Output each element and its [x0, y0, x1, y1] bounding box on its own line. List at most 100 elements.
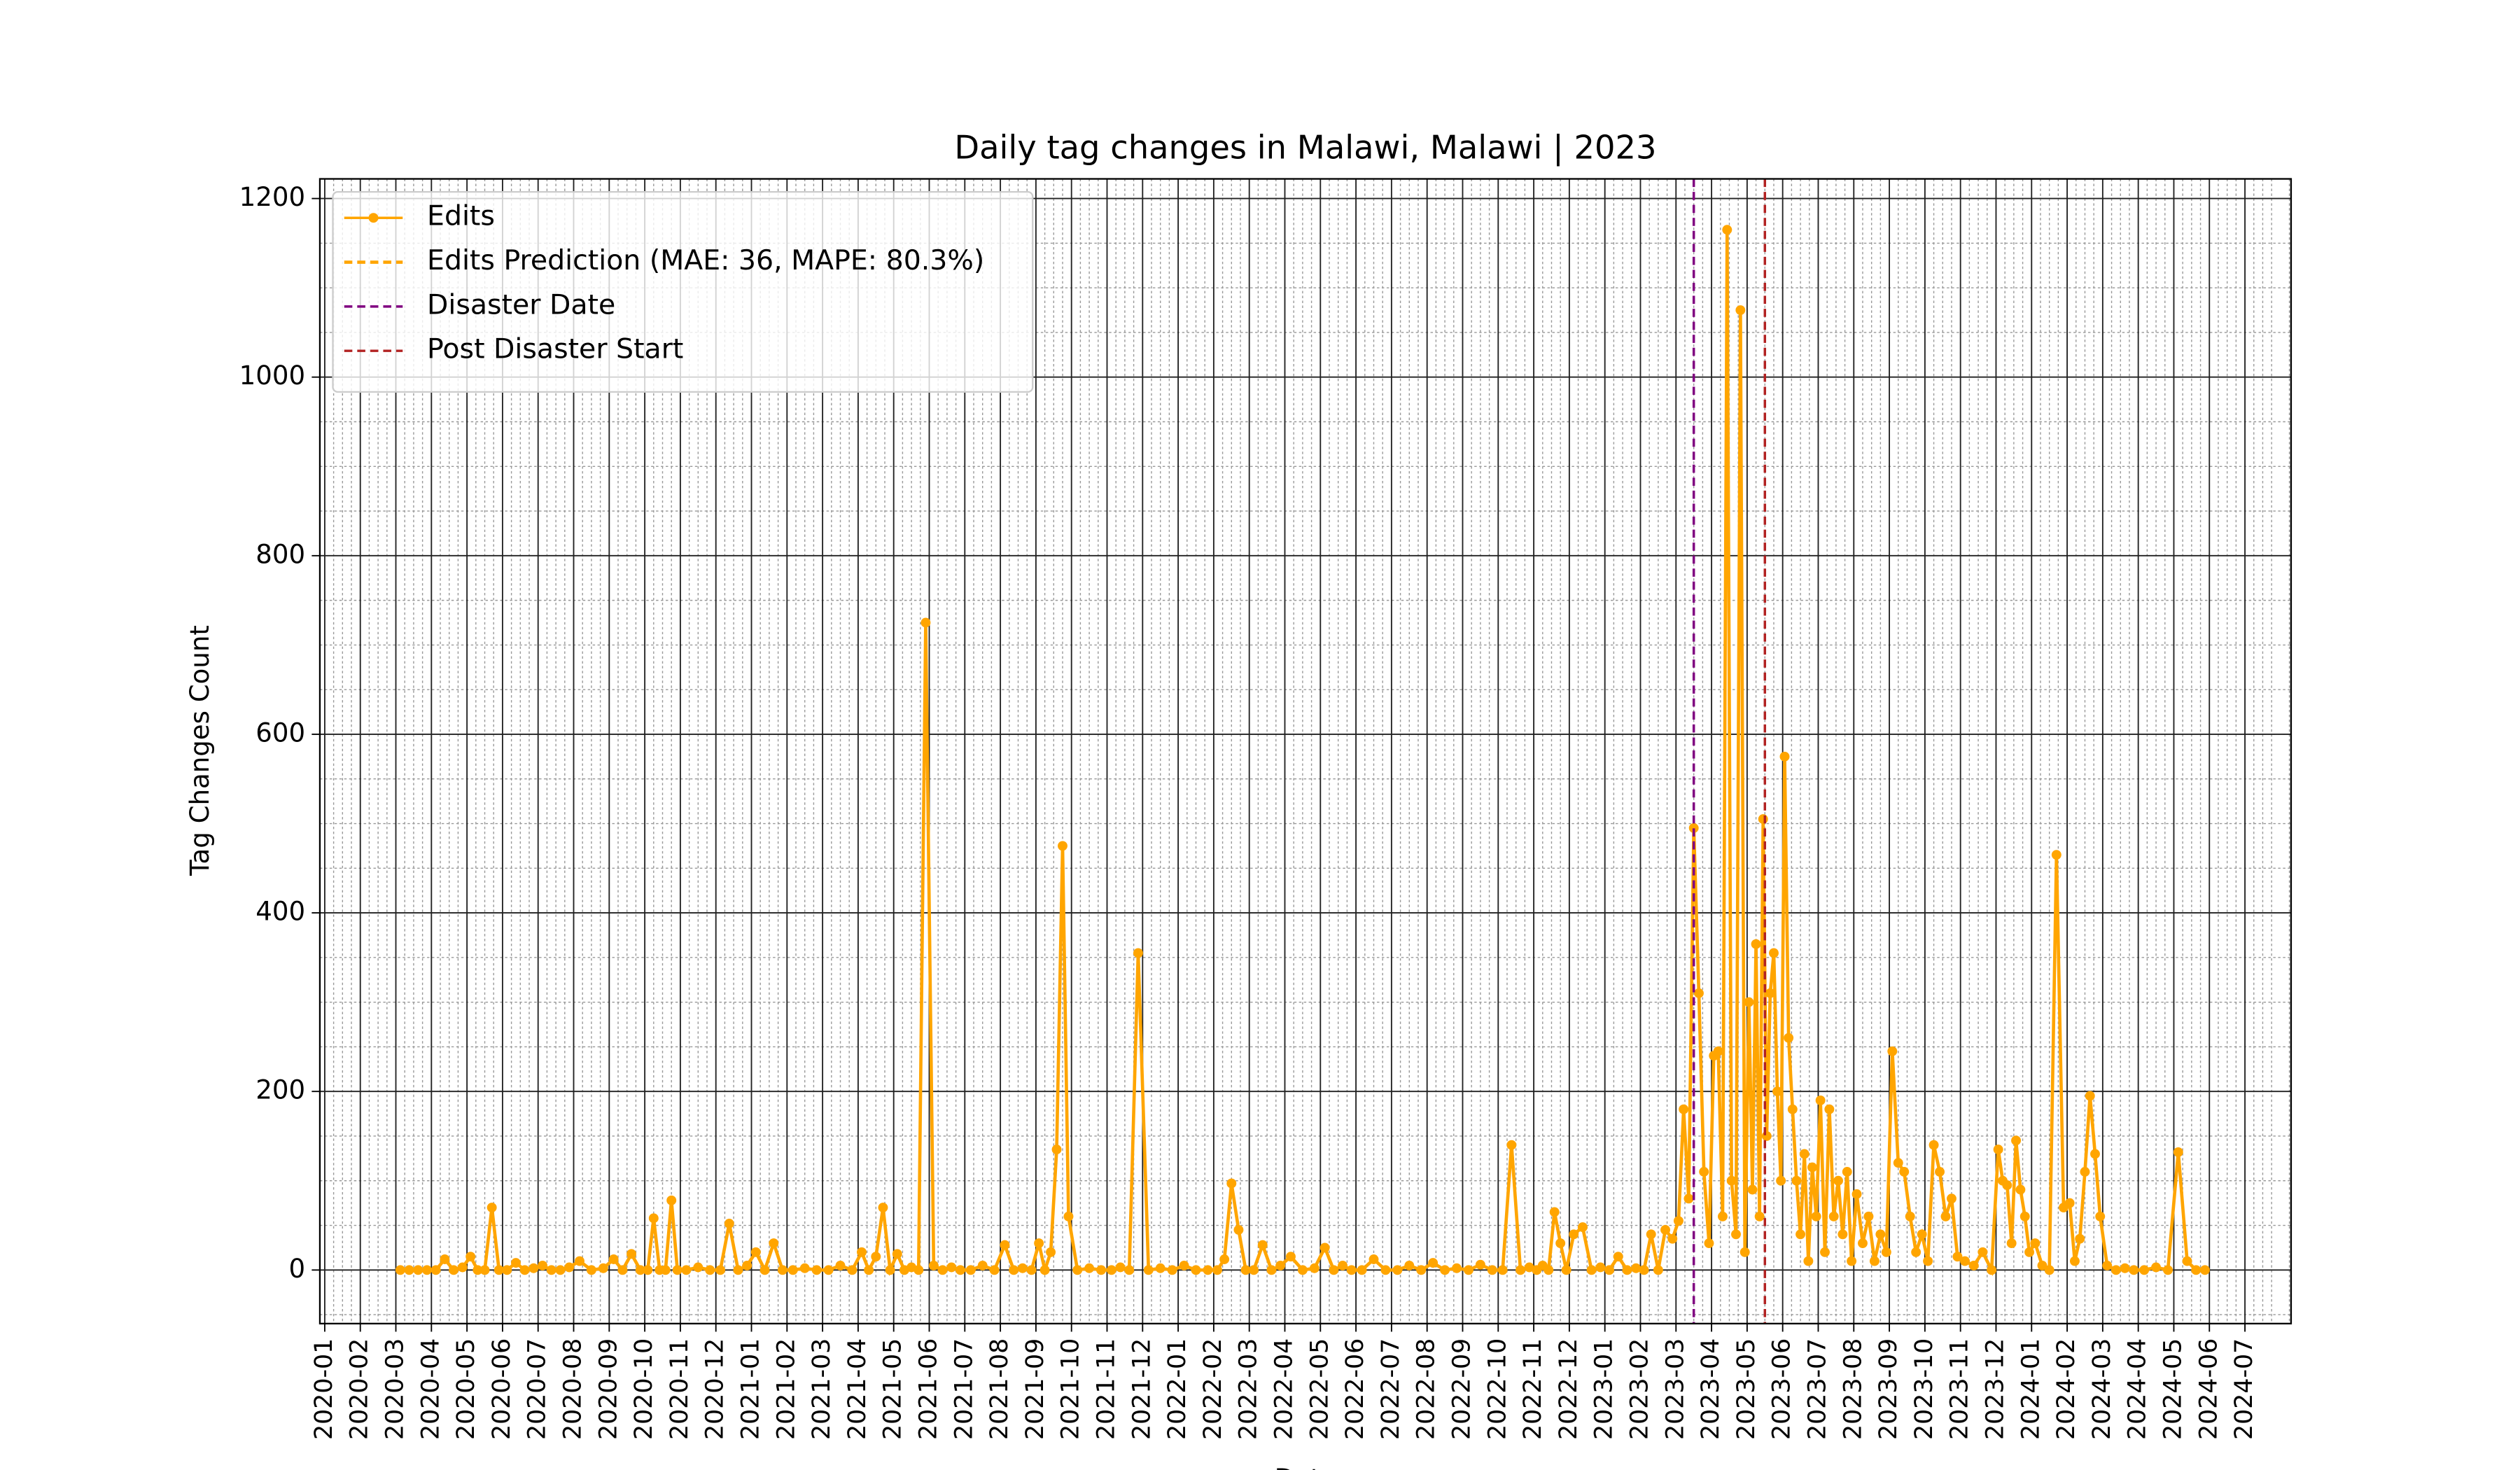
point — [1717, 1211, 1728, 1222]
point — [1842, 1167, 1852, 1177]
x-tick-label: 2023-04 — [1697, 1338, 1725, 1440]
point — [1285, 1252, 1296, 1262]
point — [750, 1247, 761, 1257]
point — [2199, 1265, 2210, 1275]
point — [1688, 822, 1699, 833]
x-tick-label: 2020-08 — [559, 1338, 587, 1440]
x-tick-label: 2022-08 — [1413, 1338, 1441, 1440]
point — [705, 1265, 715, 1275]
point — [1987, 1265, 1997, 1275]
point — [502, 1265, 512, 1275]
point — [626, 1249, 637, 1259]
point — [1704, 1238, 1714, 1249]
point — [760, 1265, 770, 1275]
point — [1887, 1046, 1898, 1056]
point — [440, 1254, 450, 1264]
y-axis-label: Tag Changes Count — [185, 625, 215, 876]
point — [1212, 1265, 1222, 1275]
point — [1040, 1265, 1050, 1275]
point — [1631, 1263, 1642, 1273]
point — [465, 1252, 476, 1262]
point — [823, 1265, 834, 1275]
x-tick-label: 2022-03 — [1235, 1338, 1263, 1440]
point — [1009, 1265, 1019, 1275]
point — [1735, 305, 1746, 316]
point — [2090, 1149, 2100, 1159]
point — [1392, 1265, 1403, 1275]
point — [857, 1247, 867, 1257]
point — [1506, 1140, 1517, 1150]
point — [1646, 1229, 1656, 1240]
x-tick-label: 2022-04 — [1270, 1338, 1298, 1440]
point — [1744, 997, 1754, 1007]
point — [413, 1265, 424, 1275]
point — [1058, 841, 1068, 851]
x-tick-label: 2024-01 — [2017, 1338, 2045, 1440]
point — [1653, 1265, 1663, 1275]
point — [672, 1265, 682, 1275]
point — [1947, 1194, 1956, 1204]
point — [1769, 948, 1779, 958]
point — [1063, 1211, 1074, 1222]
point — [1595, 1262, 1606, 1273]
point — [1026, 1265, 1037, 1275]
point — [1463, 1265, 1474, 1275]
x-tick-label: 2023-11 — [1946, 1338, 1974, 1440]
point — [2064, 1198, 2075, 1208]
point — [546, 1265, 556, 1275]
point — [643, 1265, 653, 1275]
legend-label: Edits Prediction (MAE: 36, MAPE: 80.3%) — [427, 244, 984, 276]
point — [2024, 1247, 2035, 1257]
point — [635, 1265, 645, 1275]
point — [1133, 948, 1143, 958]
y-tick-label: 1200 — [239, 182, 305, 212]
point — [965, 1265, 976, 1275]
point — [693, 1262, 704, 1273]
x-tick-label: 2020-03 — [382, 1338, 410, 1440]
point — [1795, 1229, 1806, 1240]
point — [1203, 1265, 1213, 1275]
point — [1084, 1263, 1095, 1273]
point — [2110, 1265, 2121, 1275]
x-tick-label: 2024-02 — [2052, 1338, 2080, 1440]
point — [1143, 1265, 1154, 1275]
point — [617, 1265, 628, 1275]
x-tick-label: 2021-03 — [808, 1338, 836, 1440]
point — [449, 1265, 459, 1275]
x-tick-label: 2021-05 — [879, 1338, 907, 1440]
point — [2011, 1135, 2022, 1146]
point — [1761, 1131, 1772, 1141]
point — [2080, 1167, 2090, 1177]
point — [1549, 1207, 1560, 1217]
point — [1329, 1265, 1339, 1275]
point — [955, 1265, 965, 1275]
y-tick-label: 0 — [288, 1254, 305, 1284]
x-tick-label: 2023-03 — [1661, 1338, 1689, 1440]
x-tick-label: 2021-08 — [986, 1338, 1014, 1440]
x-tick-label: 2021-04 — [844, 1338, 872, 1440]
point — [1249, 1265, 1259, 1275]
x-tick-label: 2023-05 — [1732, 1338, 1760, 1440]
legend: Edits Edits Prediction (MAE: 36, MAPE: 80… — [332, 190, 1034, 393]
point — [457, 1262, 468, 1273]
x-tick-label: 2023-12 — [1981, 1338, 2009, 1440]
point — [777, 1265, 788, 1275]
point — [1911, 1247, 1921, 1257]
point — [1673, 1216, 1684, 1226]
point — [2015, 1184, 2026, 1195]
point — [1977, 1247, 1988, 1257]
y-tick-label: 800 — [255, 539, 305, 569]
point — [1275, 1260, 1286, 1270]
point — [1115, 1262, 1126, 1273]
point — [1803, 1256, 1814, 1266]
point — [913, 1265, 924, 1275]
point — [1622, 1265, 1632, 1275]
point — [1847, 1256, 1857, 1266]
point — [1096, 1265, 1106, 1275]
point — [1586, 1265, 1597, 1275]
point — [989, 1265, 1000, 1275]
point — [1487, 1265, 1497, 1275]
point — [1544, 1265, 1554, 1275]
point — [1858, 1238, 1868, 1249]
